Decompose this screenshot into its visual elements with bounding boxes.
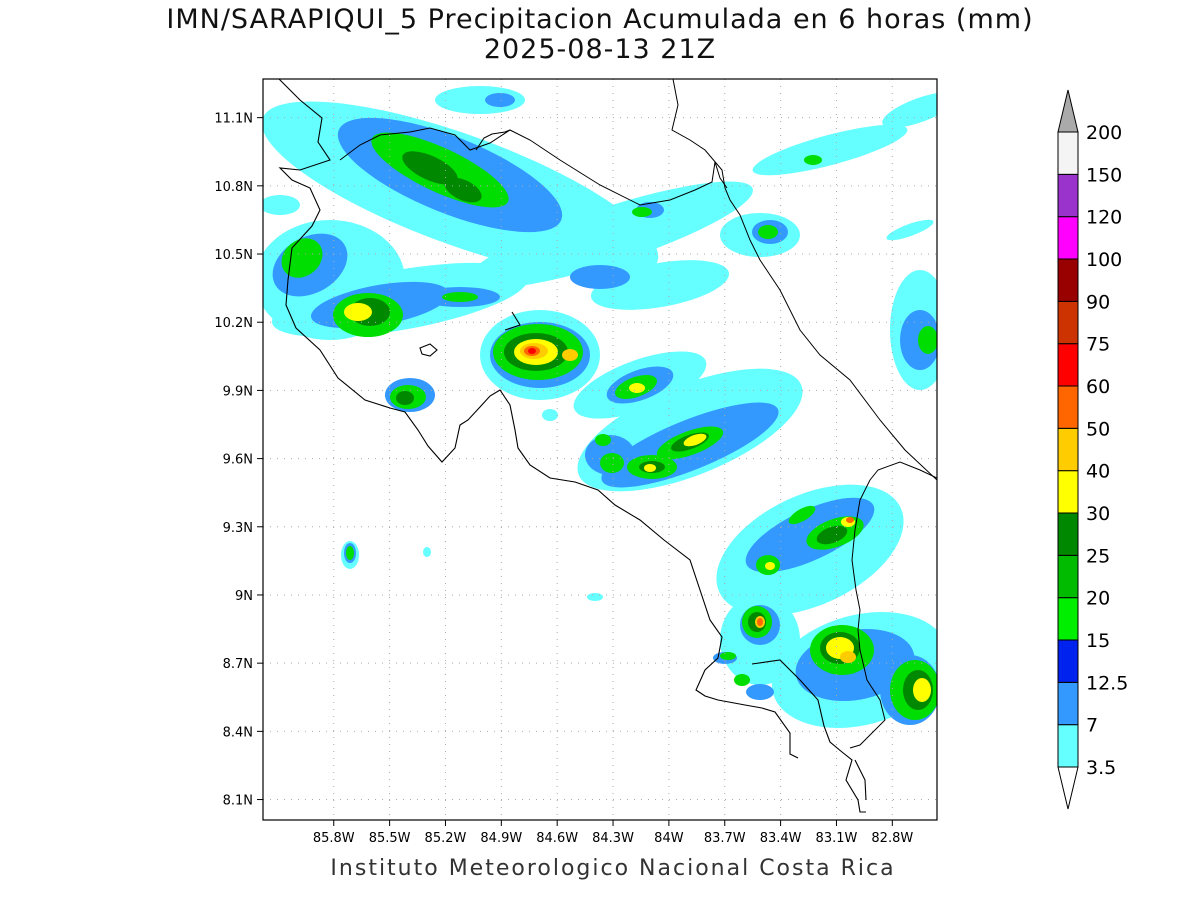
colorbar-swatch: [1057, 258, 1079, 302]
colorbar-label: 200: [1086, 122, 1122, 144]
lat-tick-label: 10.5N: [214, 248, 253, 263]
lat-tick-label: 11.1N: [214, 112, 253, 127]
colorbar-swatch: [1057, 470, 1079, 514]
colorbar-label: 120: [1086, 207, 1122, 229]
lat-tick-label: 8.7N: [223, 657, 253, 672]
colorbar-swatch: [1057, 681, 1079, 726]
lon-tick-label: 83.7W: [704, 831, 746, 846]
lat-tick-label: 10.8N: [214, 180, 253, 195]
lat-tick-label: 9.3N: [223, 521, 253, 536]
map-valid-time: 2025-08-13 21Z: [483, 34, 717, 65]
plot-frame: [262, 78, 938, 821]
colorbar-swatch: [1057, 639, 1079, 683]
colorbar-label: 60: [1086, 376, 1110, 398]
colorbar-swatch: [1057, 512, 1079, 556]
colorbar-upper-arrow: [1057, 89, 1079, 133]
coastline: [278, 79, 867, 813]
colorbar-swatch: [1057, 173, 1079, 218]
colorbar-swatch: [1057, 724, 1079, 768]
longitude-ticks: 85.8W 85.5W 85.2W 84.9W 84.6W 84.3W 84W 83.7W 83…: [313, 820, 913, 846]
lat-lon-grid: [263, 79, 937, 820]
precip-max: [528, 348, 536, 354]
colorbar-label: 90: [1086, 291, 1110, 313]
colorbar-label: 75: [1086, 334, 1110, 356]
colorbar-label: 12.5: [1086, 672, 1128, 694]
colorbar: 3.5 7 12.5 15 20 25 30 40 50 60 75 90 100 120 150 200: [1057, 89, 1128, 810]
lat-tick-label: 8.4N: [223, 725, 253, 740]
colorbar-swatch: [1057, 554, 1079, 599]
colorbar-label: 25: [1086, 545, 1110, 567]
lat-tick-label: 10.2N: [214, 316, 253, 331]
colorbar-label: 7: [1086, 715, 1098, 737]
colorbar-label: 40: [1086, 461, 1110, 483]
colorbar-label: 100: [1086, 249, 1122, 271]
colorbar-label: 15: [1086, 630, 1110, 652]
lon-tick-label: 83.4W: [760, 831, 802, 846]
colorbar-swatch: [1057, 427, 1079, 472]
lon-tick-label: 84W: [654, 831, 684, 846]
colorbar-swatch: [1057, 597, 1079, 641]
colorbar-swatch: [1057, 216, 1079, 260]
lon-tick-label: 84.9W: [480, 831, 522, 846]
lon-tick-label: 84.3W: [592, 831, 634, 846]
colorbar-label: 50: [1086, 418, 1110, 440]
colorbar-swatch: [1057, 385, 1079, 429]
map-title: IMN/SARAPIQUI_5 Precipitacion Acumulada …: [166, 4, 1034, 35]
lon-tick-label: 82.8W: [871, 831, 913, 846]
lat-tick-label: 9N: [235, 589, 253, 604]
lon-tick-label: 85.8W: [313, 831, 355, 846]
lat-tick-label: 9.6N: [223, 453, 253, 468]
colorbar-swatch: [1057, 343, 1079, 387]
colorbar-lower-arrow: [1057, 766, 1079, 810]
colorbar-swatch: [1057, 131, 1079, 175]
lon-tick-label: 84.6W: [536, 831, 578, 846]
lat-tick-label: 8.1N: [223, 794, 253, 809]
latitude-ticks: 11.1N 10.8N 10.5N 10.2N 9.9N 9.6N 9.3N 9N 8.7N 8.…: [214, 112, 263, 809]
country-borders: [339, 79, 937, 749]
colorbar-swatch: [1057, 300, 1079, 345]
footer-credit: Instituto Meteorologico Nacional Costa R…: [330, 856, 896, 881]
lon-tick-label: 85.2W: [425, 831, 467, 846]
colorbar-label: 20: [1086, 588, 1110, 610]
precipitation-field: [263, 86, 937, 729]
colorbar-label: 3.5: [1086, 757, 1116, 779]
lon-tick-label: 85.5W: [369, 831, 411, 846]
colorbar-label: 150: [1086, 164, 1122, 186]
lat-tick-label: 9.9N: [223, 384, 253, 399]
lon-tick-label: 83.1W: [816, 831, 858, 846]
colorbar-label: 30: [1086, 503, 1110, 525]
